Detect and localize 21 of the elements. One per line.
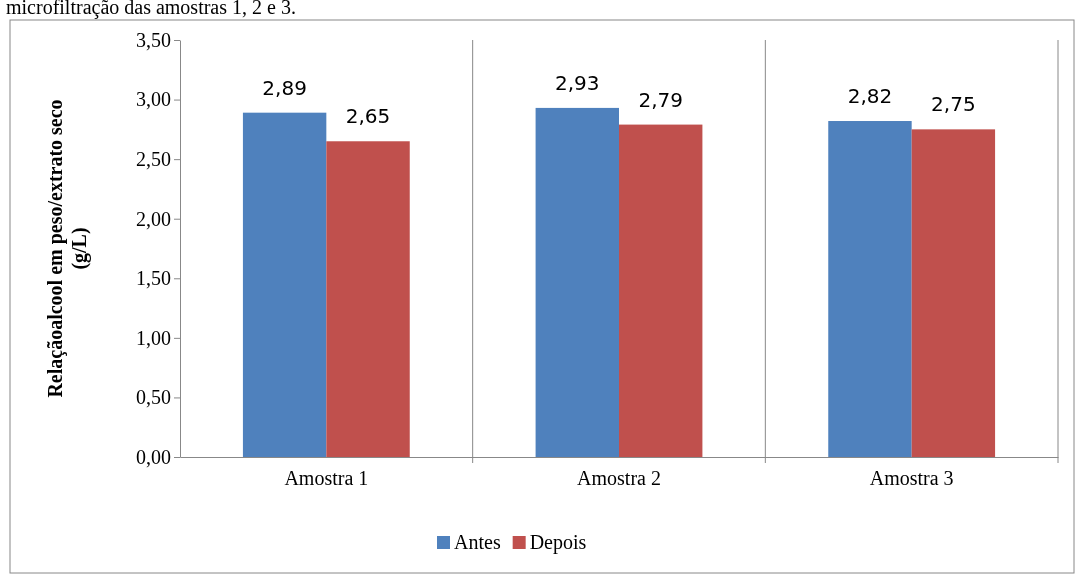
legend-label: Antes	[454, 531, 501, 553]
y-tick-label: 3,00	[136, 88, 171, 111]
y-axis-title: Relaçãoalcool em peso/extrato seco (g/L)	[44, 99, 91, 398]
data-label: 2,79	[638, 87, 683, 112]
text: microfiltração das amostras 1, 2 e 3.	[6, 0, 296, 19]
y-tick-label: 1,50	[136, 267, 171, 290]
legend-label: Depois	[529, 531, 587, 554]
x-tick-label: Amostra 2	[577, 467, 661, 490]
x-tick-label: Amostra 3	[869, 467, 954, 490]
y-tick-label: 2,50	[136, 148, 171, 171]
data-label: 2,65	[345, 104, 391, 129]
data-label: 2,75	[931, 92, 976, 117]
y-tick-label: 0,00	[136, 445, 171, 468]
data-label: 2,89	[262, 75, 307, 100]
data-label: 2,82	[847, 84, 893, 109]
y-tick-label: 2,00	[136, 207, 171, 230]
y-tick-label: 0,50	[136, 386, 171, 409]
y-tick-label: 3,50	[136, 28, 171, 51]
y-tick-label: 1,00	[136, 326, 171, 349]
x-tick-label: Amostra 1	[284, 467, 369, 490]
data-label: 2,93	[555, 70, 600, 95]
